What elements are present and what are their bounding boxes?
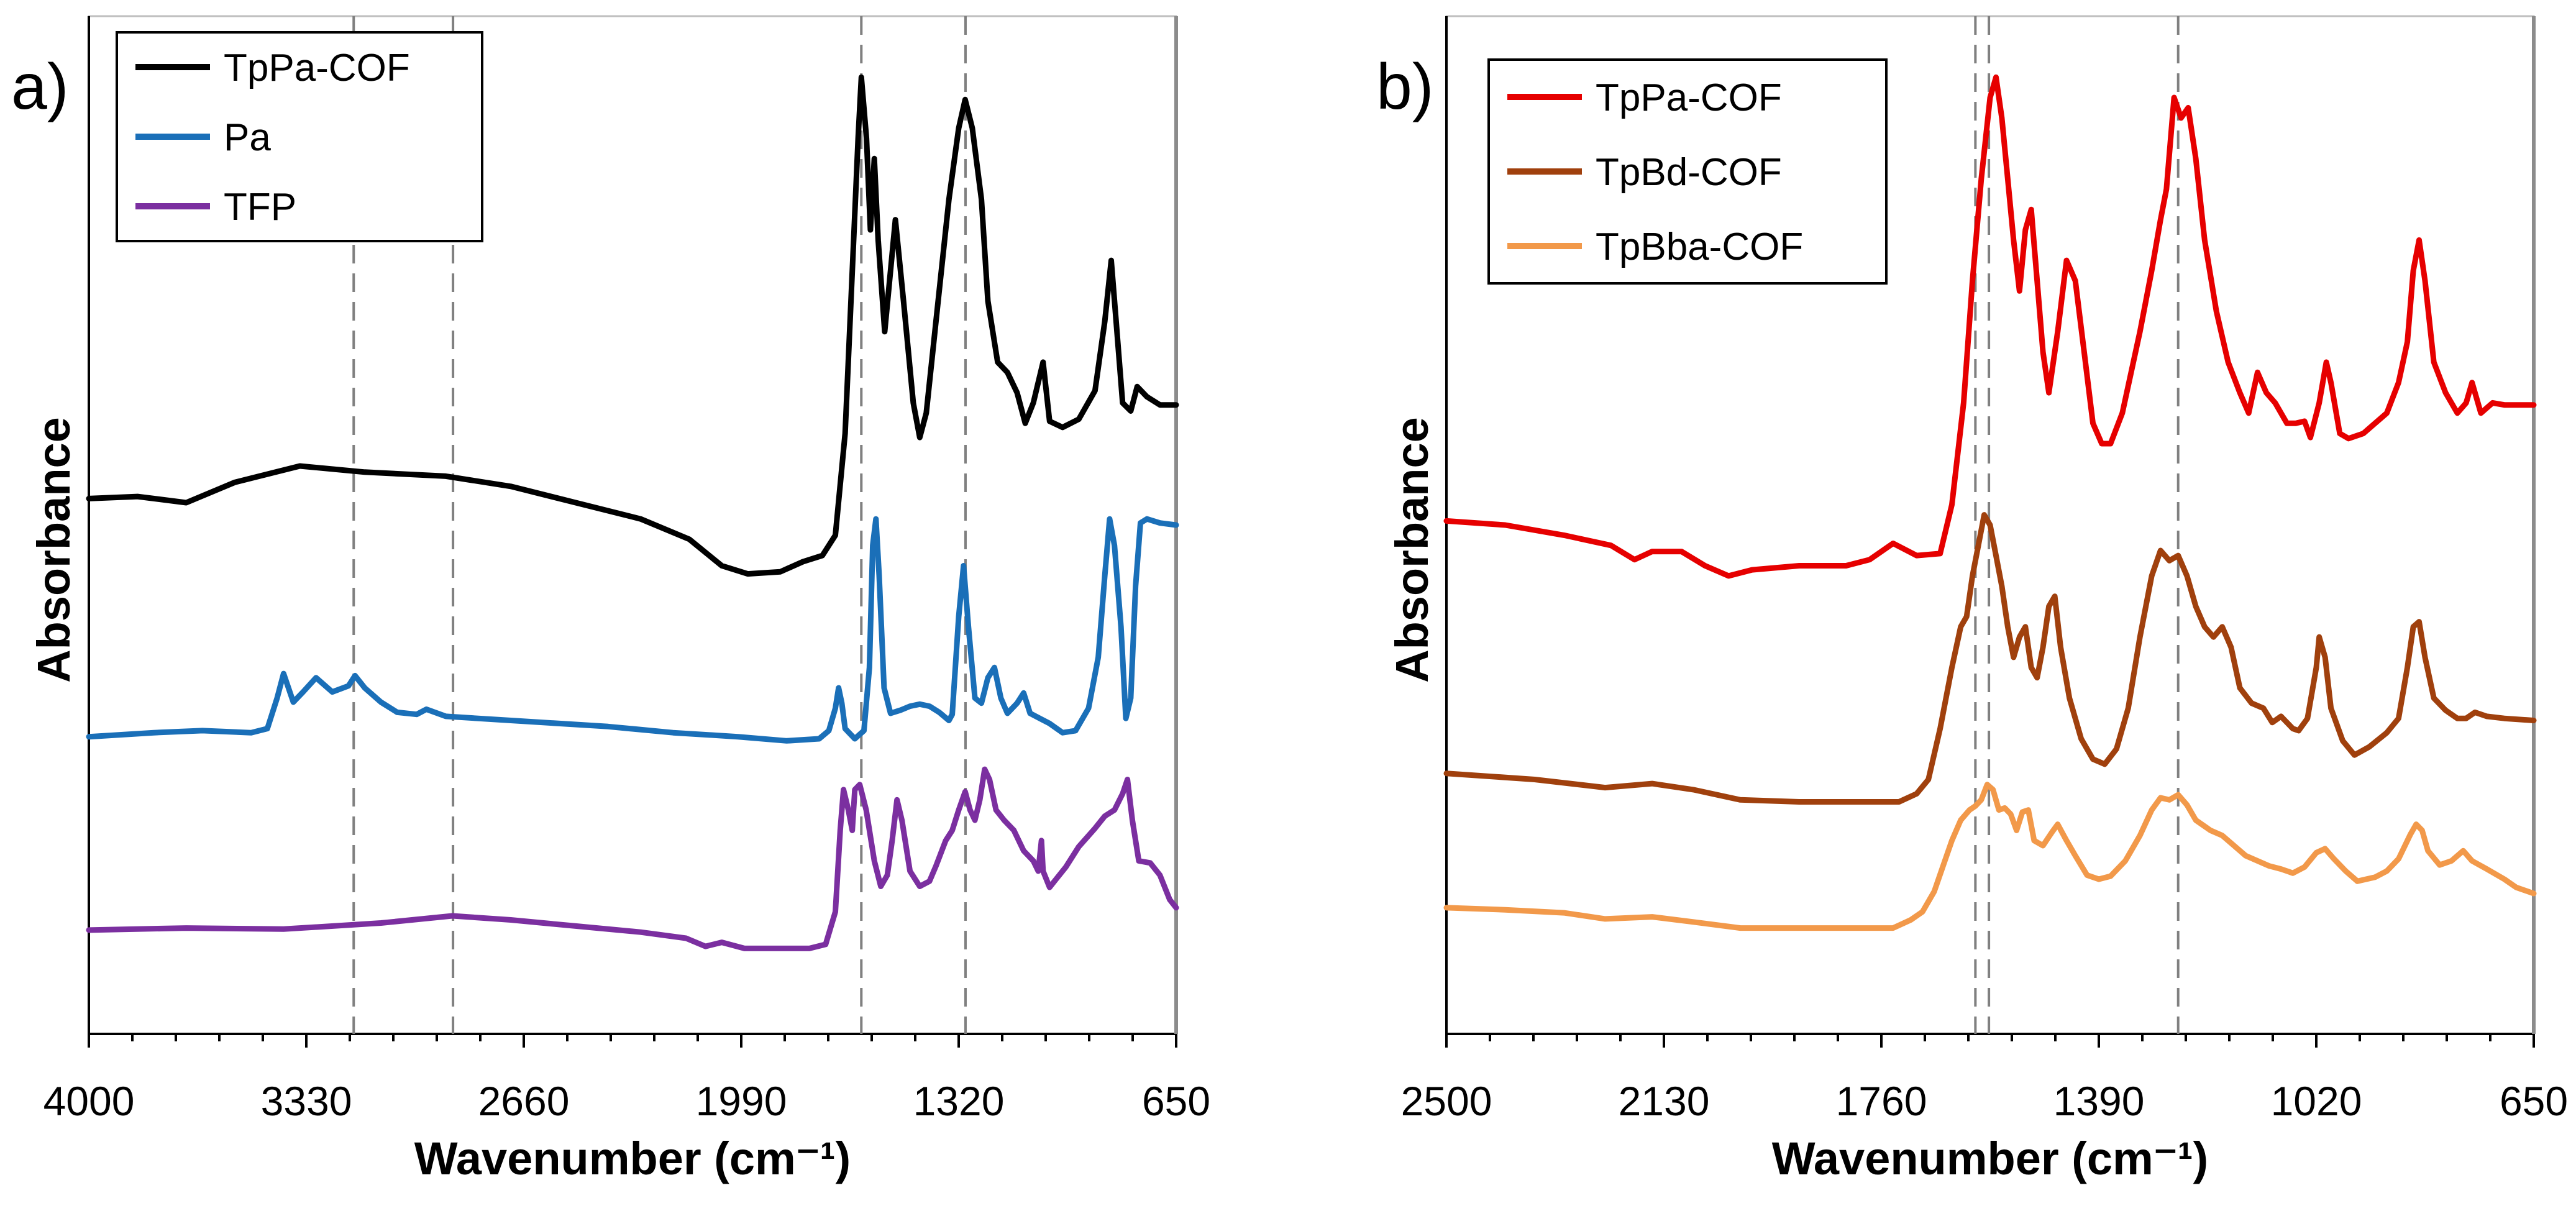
x-tick-label: 4000 (43, 1078, 135, 1124)
legend-label: TpBd-COF (1596, 151, 1782, 194)
x-tick-label: 3330 (261, 1078, 352, 1124)
series-line-tppa-cof (86, 74, 1179, 577)
x-axis-title: Wavenumber (cm⁻¹) (414, 1133, 851, 1184)
legend-label: TpPa-COF (1596, 76, 1782, 119)
x-tick-label: 1020 (2271, 1078, 2362, 1124)
x-tick-label: 1320 (913, 1078, 1005, 1124)
series-line-tfp (86, 766, 1179, 951)
series-line-tppa-cof (1443, 74, 2537, 579)
x-tick-label: 650 (2500, 1078, 2568, 1124)
x-tick-label: 2130 (1619, 1078, 1710, 1124)
legend-label: Pa (224, 116, 271, 159)
legend: TpPa-COF Pa TFP (116, 31, 483, 242)
x-tick-label: 1990 (696, 1078, 787, 1124)
x-tick-label: 1760 (1836, 1078, 1927, 1124)
legend-label: TpBba-COF (1596, 226, 1803, 268)
x-tick-label: 650 (1142, 1078, 1210, 1124)
x-tick-label: 1390 (2053, 1078, 2145, 1124)
series-line-tpbd-cof (1443, 512, 2537, 805)
x-tick-label: 2660 (478, 1078, 570, 1124)
panel-a: 4000 3330 2660 1990 1320 650 Wavenumber (cm⁻¹)… (11, 15, 1210, 1184)
legend-label: TFP (224, 186, 296, 229)
series-line-pa (86, 516, 1179, 744)
y-axis-title: Absorbance (1386, 417, 1438, 683)
legend-label: TpPa-COF (224, 47, 410, 89)
legend: TpPa-COF TpBd-COF TpBba-COF (1487, 58, 1888, 285)
panel-b: 2500 2130 1760 1390 1020 650 Wavenumber (cm⁻¹)… (1376, 15, 2568, 1184)
x-axis-title: Wavenumber (cm⁻¹) (1772, 1133, 2208, 1184)
y-axis-title: Absorbance (28, 417, 80, 683)
x-tick-label: 2500 (1401, 1078, 1492, 1124)
panel-label: b) (1376, 51, 1433, 123)
panel-label: a) (11, 51, 68, 123)
series-line-tpbba-cof (1443, 782, 2537, 931)
